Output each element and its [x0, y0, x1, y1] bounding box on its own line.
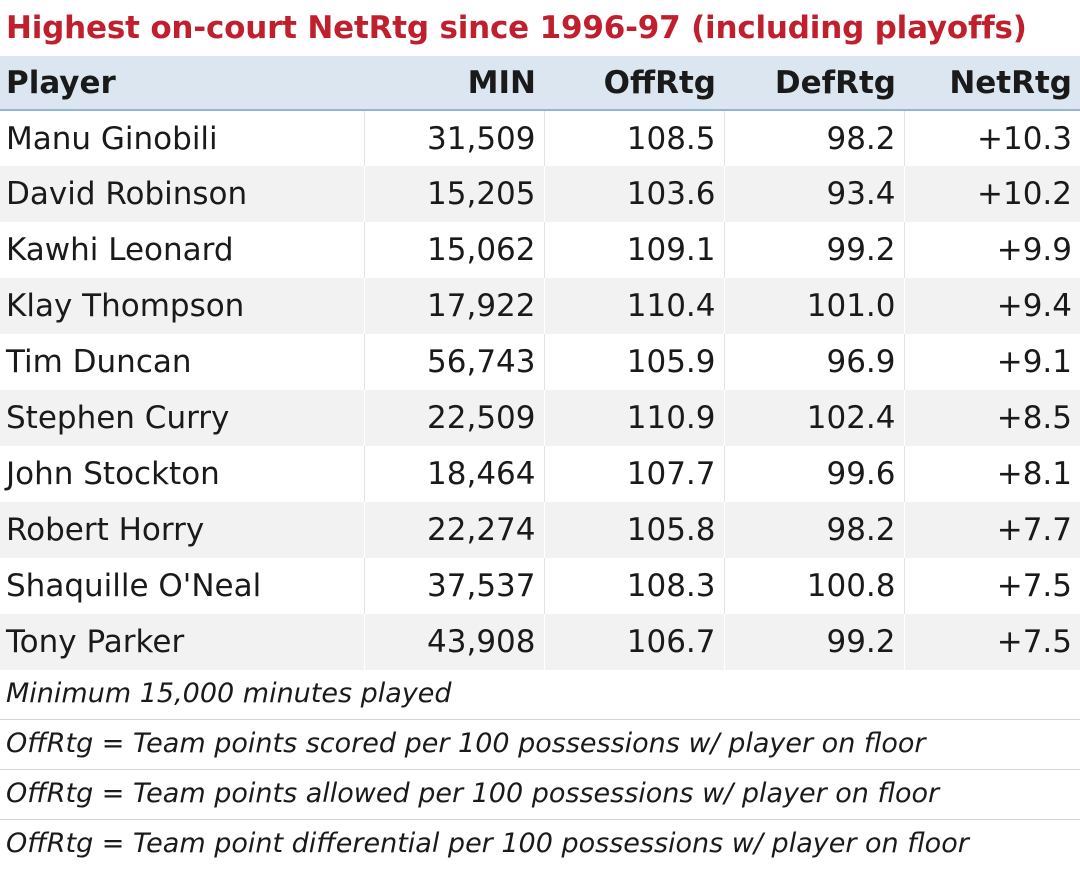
table-row: Manu Ginobili 31,509 108.5 98.2 +10.3	[0, 110, 1080, 166]
cell-min: 18,464	[363, 446, 544, 502]
cell-defrtg: 98.2	[723, 502, 904, 558]
table-row: Kawhi Leonard 15,062 109.1 99.2 +9.9	[0, 222, 1080, 278]
cell-netrtg: +7.5	[903, 558, 1080, 614]
table-row: Shaquille O'Neal 37,537 108.3 100.8 +7.5	[0, 558, 1080, 614]
cell-defrtg: 93.4	[723, 166, 904, 222]
cell-defrtg: 101.0	[723, 278, 904, 334]
cell-min: 15,205	[363, 166, 544, 222]
cell-offrtg: 109.1	[543, 222, 724, 278]
footnote-minimum-minutes: Minimum 15,000 minutes played	[0, 670, 1080, 720]
table-row: David Robinson 15,205 103.6 93.4 +10.2	[0, 166, 1080, 222]
cell-netrtg: +9.4	[903, 278, 1080, 334]
column-header-player: Player	[0, 56, 364, 111]
cell-defrtg: 99.6	[723, 446, 904, 502]
cell-offrtg: 103.6	[543, 166, 724, 222]
cell-player: Kawhi Leonard	[6, 232, 234, 268]
cell-netrtg: +7.5	[903, 614, 1080, 670]
cell-defrtg: 98.2	[723, 110, 904, 166]
cell-defrtg: 100.8	[723, 558, 904, 614]
cell-player: Tim Duncan	[6, 344, 192, 380]
cell-player: Manu Ginobili	[6, 120, 218, 157]
cell-netrtg: +9.9	[903, 222, 1080, 278]
cell-min: 31,509	[363, 110, 544, 166]
cell-player: John Stockton	[6, 456, 220, 492]
cell-netrtg: +7.7	[903, 502, 1080, 558]
cell-netrtg: +9.1	[903, 334, 1080, 390]
cell-netrtg: +10.3	[903, 110, 1080, 166]
cell-player: Tony Parker	[0, 614, 364, 670]
cell-min: 56,743	[363, 334, 544, 390]
cell-offrtg: 108.5	[543, 110, 724, 166]
footnote-netrtg-definition: OffRtg = Team point differential per 100…	[6, 828, 969, 859]
cell-player: Stephen Curry	[0, 390, 364, 446]
cell-netrtg: +8.1	[903, 446, 1080, 502]
table-row: Klay Thompson 17,922 110.4 101.0 +9.4	[0, 278, 1080, 334]
table-row: Tony Parker 43,908 106.7 99.2 +7.5	[0, 614, 1080, 670]
cell-min: 22,509	[363, 390, 544, 446]
table-title: Highest on-court NetRtg since 1996-97 (i…	[6, 10, 1027, 46]
cell-offrtg: 110.9	[543, 390, 724, 446]
cell-player: Robert Horry	[0, 502, 364, 558]
table-row: Stephen Curry 22,509 110.9 102.4 +8.5	[0, 390, 1080, 446]
column-header-offrtg: OffRtg	[544, 56, 724, 111]
netrtg-table: Player MIN OffRtg DefRtg NetRtg Manu Gin…	[0, 56, 1080, 670]
cell-offrtg: 108.3	[543, 558, 724, 614]
cell-player: Klay Thompson	[0, 278, 364, 334]
table-row: John Stockton 18,464 107.7 99.6 +8.1	[0, 446, 1080, 502]
cell-min: 15,062	[363, 222, 544, 278]
cell-player: Shaquille O'Neal	[6, 568, 262, 604]
table-footnotes: Minimum 15,000 minutes played OffRtg = T…	[0, 670, 1080, 870]
cell-player: David Robinson	[0, 166, 364, 222]
cell-min: 43,908	[363, 614, 544, 670]
cell-offrtg: 110.4	[543, 278, 724, 334]
cell-defrtg: 99.2	[723, 222, 904, 278]
footnote-defrtg-definition: OffRtg = Team points allowed per 100 pos…	[0, 770, 1080, 820]
cell-offrtg: 105.9	[543, 334, 724, 390]
cell-netrtg: +8.5	[903, 390, 1080, 446]
cell-defrtg: 99.2	[723, 614, 904, 670]
table-row: Robert Horry 22,274 105.8 98.2 +7.7	[0, 502, 1080, 558]
cell-defrtg: 96.9	[723, 334, 904, 390]
cell-defrtg: 102.4	[723, 390, 904, 446]
header-row: Player MIN OffRtg DefRtg NetRtg	[0, 56, 1080, 111]
cell-min: 37,537	[363, 558, 544, 614]
cell-offrtg: 107.7	[543, 446, 724, 502]
cell-min: 17,922	[363, 278, 544, 334]
column-header-defrtg: DefRtg	[724, 56, 904, 111]
cell-netrtg: +10.2	[903, 166, 1080, 222]
cell-offrtg: 106.7	[543, 614, 724, 670]
footnote-offrtg-definition: OffRtg = Team points scored per 100 poss…	[0, 720, 1080, 770]
column-header-min: MIN	[364, 56, 544, 111]
table-row: Tim Duncan 56,743 105.9 96.9 +9.1	[0, 334, 1080, 390]
column-header-netrtg: NetRtg	[904, 56, 1080, 111]
cell-min: 22,274	[363, 502, 544, 558]
cell-offrtg: 105.8	[543, 502, 724, 558]
